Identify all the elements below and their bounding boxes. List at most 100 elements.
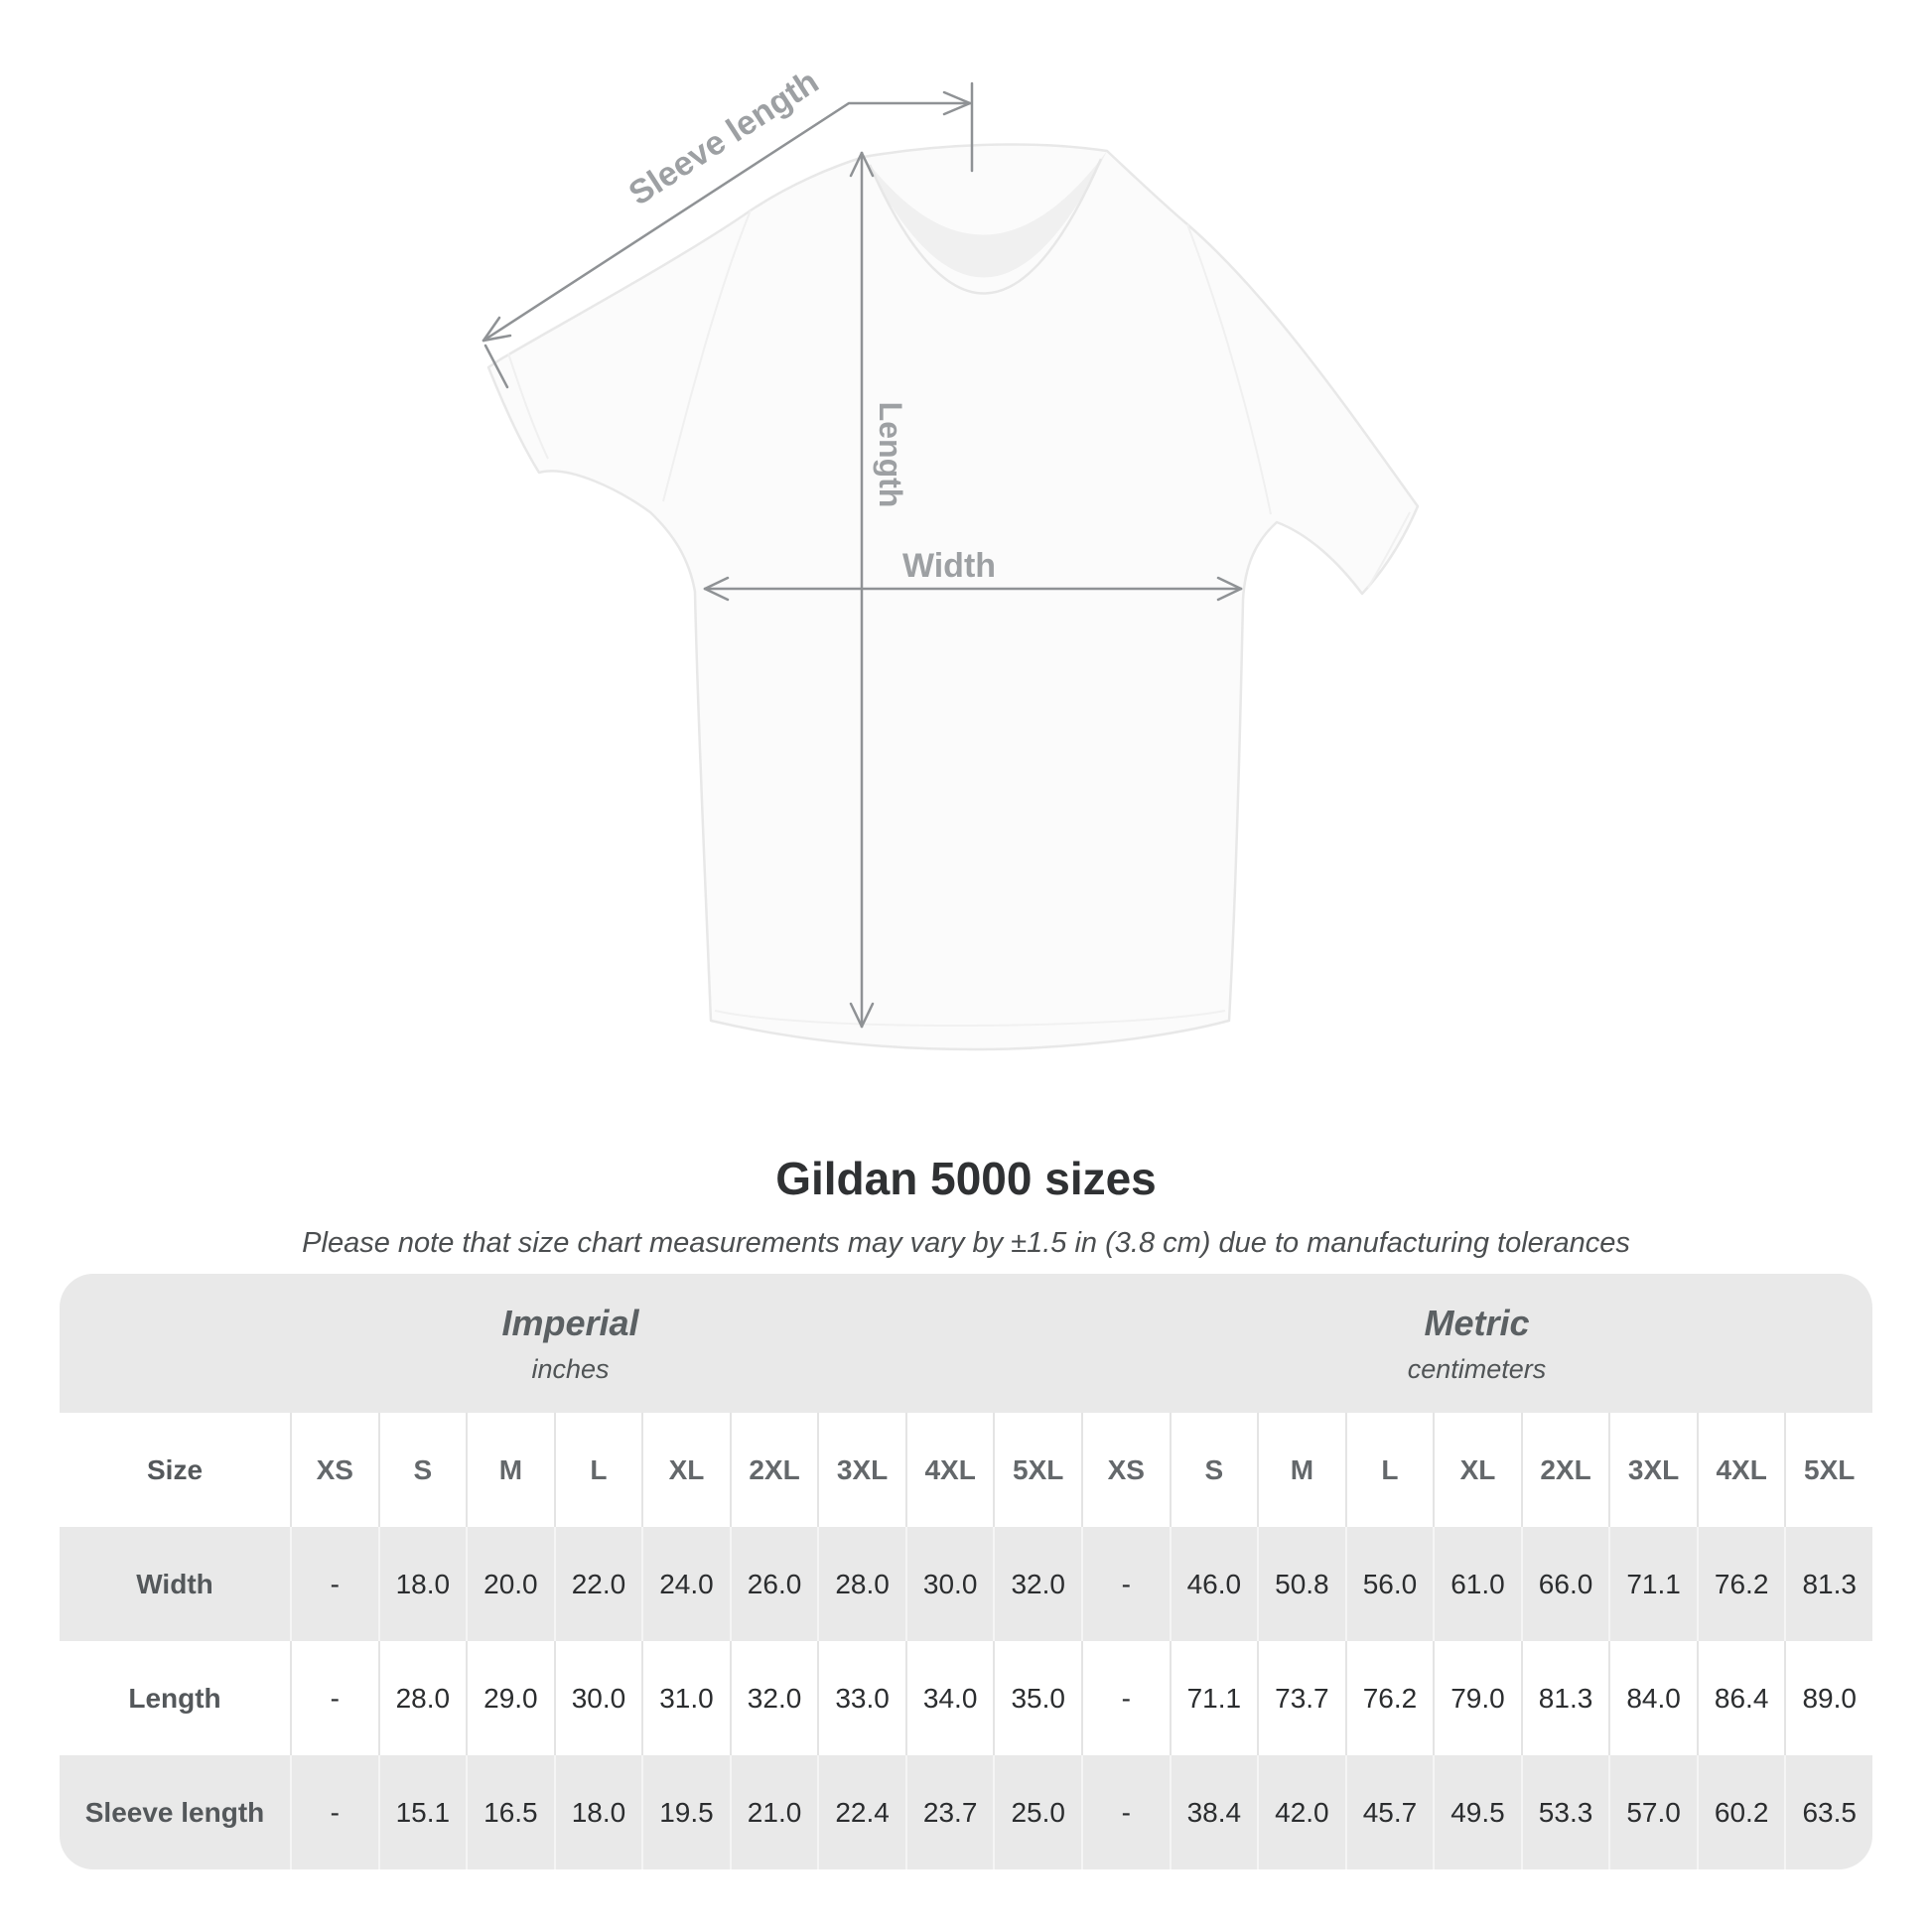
- collar-opening: [864, 151, 1107, 278]
- size-header-metric-xl: XL: [1433, 1413, 1521, 1527]
- unit-header-row: Imperial inches Metric centimeters: [60, 1274, 1872, 1413]
- row-label-length: Length: [128, 1682, 221, 1714]
- value-length-imperial-l: 30.0: [553, 1641, 642, 1755]
- value-sleeve-length-metric-2xl: 53.3: [1520, 1755, 1609, 1869]
- sleeve-seam-left: [662, 209, 752, 502]
- size-header-metric-3xl: 3XL: [1608, 1413, 1697, 1527]
- sleeve-length-measure-line: [482, 81, 974, 389]
- metric-header: Metric centimeters: [1081, 1274, 1872, 1413]
- row-label-sleeve-length: Sleeve length: [84, 1796, 265, 1828]
- value-sleeve-length-imperial-xl: 19.5: [641, 1755, 730, 1869]
- value-sleeve-length-metric-5xl: 63.5: [1784, 1755, 1872, 1869]
- value-width-imperial-2xl: 26.0: [729, 1527, 818, 1641]
- width-measure-line: [703, 576, 1243, 602]
- value-width-metric-s: 46.0: [1169, 1527, 1258, 1641]
- row-label-width: Width: [136, 1568, 213, 1599]
- table-rows: Size XS S M L XL 2XL 3XL 4XL 5XL XS S M L XL 2XL 3XL 4XL 5…: [60, 1413, 1872, 1869]
- value-width-imperial-5xl: 32.0: [993, 1527, 1081, 1641]
- value-sleeve-length-metric-m: 42.0: [1257, 1755, 1345, 1869]
- size-header-metric-s: S: [1169, 1413, 1258, 1527]
- width-label: Width: [902, 547, 996, 585]
- value-length-metric-m: 73.7: [1257, 1641, 1345, 1755]
- length-label: Length: [873, 402, 908, 508]
- size-header-imperial-xl: XL: [641, 1413, 730, 1527]
- size-header-metric-xs: XS: [1081, 1413, 1170, 1527]
- value-width-metric-5xl: 81.3: [1784, 1527, 1872, 1641]
- value-length-metric-3xl: 84.0: [1608, 1641, 1697, 1755]
- value-length-imperial-s: 28.0: [377, 1641, 467, 1755]
- value-width-imperial-l: 22.0: [553, 1527, 642, 1641]
- tshirt-body: [486, 143, 1420, 1051]
- value-sleeve-length-metric-4xl: 60.2: [1696, 1755, 1785, 1869]
- value-length-metric-2xl: 81.3: [1520, 1641, 1609, 1755]
- page-title: Gildan 5000 sizes: [775, 1153, 1157, 1204]
- value-sleeve-length-metric-xl: 49.5: [1433, 1755, 1521, 1869]
- value-length-imperial-2xl: 32.0: [729, 1641, 818, 1755]
- measurement-row-width: Width -18.0 20.0 22.0 24.0 26.0 28.0 30.0 32.0-4…: [60, 1527, 1872, 1641]
- size-header-imperial-5xl: 5XL: [993, 1413, 1081, 1527]
- value-sleeve-length-imperial-5xl: 25.0: [993, 1755, 1081, 1869]
- value-length-metric-5xl: 89.0: [1784, 1641, 1872, 1755]
- value-width-metric-m: 50.8: [1257, 1527, 1345, 1641]
- value-sleeve-length-metric-xs: -: [1081, 1755, 1170, 1869]
- value-length-metric-l: 76.2: [1344, 1641, 1434, 1755]
- size-column-header: Size: [146, 1453, 204, 1485]
- value-width-imperial-3xl: 28.0: [817, 1527, 905, 1641]
- value-length-imperial-3xl: 33.0: [817, 1641, 905, 1755]
- size-header-imperial-4xl: 4XL: [904, 1413, 994, 1527]
- value-length-imperial-m: 29.0: [466, 1641, 554, 1755]
- value-sleeve-length-imperial-xs: -: [290, 1755, 378, 1869]
- value-length-metric-s: 71.1: [1169, 1641, 1258, 1755]
- value-width-metric-xl: 61.0: [1433, 1527, 1521, 1641]
- size-header-imperial-l: L: [553, 1413, 642, 1527]
- measurement-row-length: Length -28.0 29.0 30.0 31.0 32.0 33.0 34.0 35.0-…: [60, 1641, 1872, 1755]
- imperial-label: Imperial: [501, 1302, 639, 1343]
- imperial-unit: inches: [531, 1353, 610, 1384]
- cuff-seam-right: [1367, 511, 1411, 589]
- value-length-metric-xl: 79.0: [1433, 1641, 1521, 1755]
- value-sleeve-length-imperial-l: 18.0: [553, 1755, 642, 1869]
- hem-seam: [714, 1010, 1226, 1028]
- value-width-imperial-4xl: 30.0: [904, 1527, 994, 1641]
- value-sleeve-length-imperial-2xl: 21.0: [729, 1755, 818, 1869]
- value-sleeve-length-imperial-4xl: 23.7: [904, 1755, 994, 1869]
- size-header-metric-m: M: [1257, 1413, 1345, 1527]
- tolerance-note: Please note that size chart measurements…: [302, 1227, 1630, 1259]
- size-header-row: Size XS S M L XL 2XL 3XL 4XL 5XL XS S M L XL 2XL 3XL 4XL 5…: [60, 1413, 1872, 1527]
- metric-label: Metric: [1424, 1302, 1530, 1343]
- tshirt-diagram: Sleeve length Length Width: [482, 63, 1420, 1051]
- value-sleeve-length-imperial-s: 15.1: [377, 1755, 467, 1869]
- value-width-imperial-xs: -: [290, 1527, 378, 1641]
- collar-rib-seam: [868, 158, 1103, 295]
- value-length-imperial-xl: 31.0: [641, 1641, 730, 1755]
- sleeve-seam-right: [1186, 223, 1272, 515]
- size-header-imperial-m: M: [466, 1413, 554, 1527]
- value-length-imperial-4xl: 34.0: [904, 1641, 994, 1755]
- measurement-row-sleeve-length: Sleeve length -15.1 16.5 18.0 19.5 21.0 22.4 23…: [60, 1755, 1872, 1869]
- size-header-metric-4xl: 4XL: [1696, 1413, 1785, 1527]
- value-width-metric-4xl: 76.2: [1696, 1527, 1785, 1641]
- value-width-metric-3xl: 71.1: [1608, 1527, 1697, 1641]
- value-sleeve-length-metric-3xl: 57.0: [1608, 1755, 1697, 1869]
- value-sleeve-length-metric-l: 45.7: [1344, 1755, 1434, 1869]
- size-header-metric-5xl: 5XL: [1784, 1413, 1872, 1527]
- value-width-metric-2xl: 66.0: [1520, 1527, 1609, 1641]
- size-header-metric-2xl: 2XL: [1520, 1413, 1609, 1527]
- value-width-metric-l: 56.0: [1344, 1527, 1434, 1641]
- value-width-imperial-xl: 24.0: [641, 1527, 730, 1641]
- size-header-imperial-s: S: [377, 1413, 467, 1527]
- size-table: Imperial inches Metric centimeters Size X…: [60, 1274, 1872, 1869]
- value-length-imperial-5xl: 35.0: [993, 1641, 1081, 1755]
- value-width-imperial-s: 18.0: [377, 1527, 467, 1641]
- imperial-header: Imperial inches: [60, 1274, 1081, 1413]
- value-width-metric-xs: -: [1081, 1527, 1170, 1641]
- cuff-seam-left: [507, 352, 549, 460]
- size-header-metric-l: L: [1344, 1413, 1434, 1527]
- size-header-imperial-3xl: 3XL: [817, 1413, 905, 1527]
- value-sleeve-length-imperial-m: 16.5: [466, 1755, 554, 1869]
- value-length-imperial-xs: -: [290, 1641, 378, 1755]
- size-header-imperial-xs: XS: [290, 1413, 378, 1527]
- size-header-imperial-2xl: 2XL: [729, 1413, 818, 1527]
- value-length-metric-xs: -: [1081, 1641, 1170, 1755]
